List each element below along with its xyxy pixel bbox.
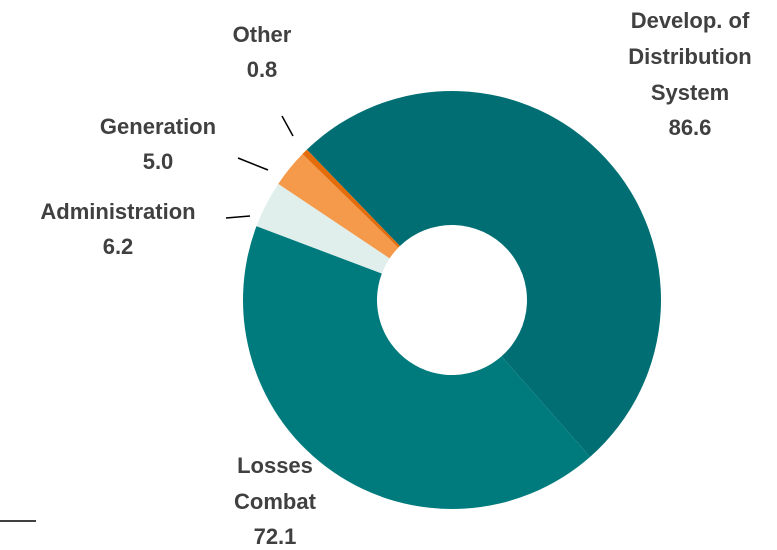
category-label: Losses xyxy=(237,453,313,478)
leader-line xyxy=(237,157,269,171)
value-label: 6.2 xyxy=(103,234,134,259)
donut-slice xyxy=(302,149,400,248)
donut-slice xyxy=(243,226,591,510)
donut-slice xyxy=(306,90,662,457)
category-label: Develop. of xyxy=(631,8,750,33)
value-label: 0.8 xyxy=(247,57,278,82)
value-label: 72.1 xyxy=(254,524,297,549)
donut-slice xyxy=(278,153,399,259)
value-label: 5.0 xyxy=(143,149,174,174)
category-label: Administration xyxy=(40,199,195,224)
category-label: Generation xyxy=(100,114,216,139)
leader-line xyxy=(225,215,251,219)
category-label: Distribution xyxy=(628,44,751,69)
value-label: 86.6 xyxy=(669,115,712,140)
category-label: Other xyxy=(233,22,292,47)
donut-slice xyxy=(256,183,390,274)
category-label: Combat xyxy=(234,489,317,514)
leader-line xyxy=(281,115,294,137)
category-label: System xyxy=(651,80,729,105)
